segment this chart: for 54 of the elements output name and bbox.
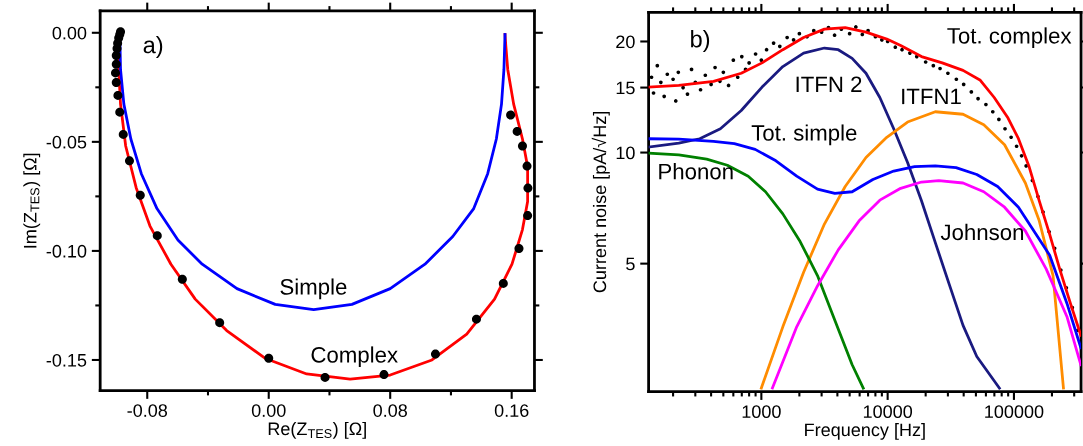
point xyxy=(523,211,533,221)
point xyxy=(498,278,508,288)
point xyxy=(512,126,522,136)
x-axis-title: Frequency [Hz] xyxy=(805,423,925,440)
y-tick-label: -0.05 xyxy=(46,135,87,149)
series-label: ITFN1 xyxy=(902,88,961,105)
point xyxy=(522,161,532,171)
x-tick-label: 100000 xyxy=(985,405,1044,419)
series-label: Tot. complex xyxy=(947,27,1072,49)
y-tick-label: 0.00 xyxy=(52,26,87,40)
y-tick-label: -0.10 xyxy=(46,244,87,258)
point xyxy=(506,110,516,120)
x-tick-label: 0.16 xyxy=(494,404,529,417)
point xyxy=(320,372,330,382)
point xyxy=(379,370,389,380)
point xyxy=(215,318,225,328)
series-label: ITFN 2 xyxy=(796,76,862,92)
y-axis-title: Current noise [pA/√Hz] xyxy=(591,111,610,293)
point xyxy=(135,190,145,200)
point xyxy=(152,231,162,241)
series-label: Phonon xyxy=(659,163,733,180)
text: b) xyxy=(691,30,710,53)
y-tick-label: 5 xyxy=(626,257,635,271)
point xyxy=(124,156,134,166)
point xyxy=(111,78,121,88)
point xyxy=(111,59,121,69)
series-label: Tot. simple xyxy=(751,124,857,146)
point xyxy=(517,141,527,151)
point xyxy=(264,353,274,363)
series-label: Complex xyxy=(311,346,398,368)
x-tick-label: 1000 xyxy=(742,405,781,419)
x-tick-label: 0.00 xyxy=(251,404,286,417)
x-axis-title: Re(Z$_{TES}$) [Ω] xyxy=(268,421,366,439)
point xyxy=(471,314,481,324)
y-tick-label: 10 xyxy=(616,146,635,160)
point xyxy=(118,129,128,139)
text: a) xyxy=(143,36,163,59)
point xyxy=(523,183,533,193)
point xyxy=(111,50,121,60)
point xyxy=(177,274,187,284)
series-label: Simple xyxy=(280,278,347,300)
point xyxy=(113,90,123,100)
x-tick-label: 10000 xyxy=(863,405,913,419)
y-tick-label: 15 xyxy=(616,81,635,95)
point xyxy=(514,244,524,254)
point xyxy=(430,349,440,359)
x-tick-label: 0.08 xyxy=(373,404,407,417)
y-axis-title: Im(Z$_{TES}$) [Ω] xyxy=(23,153,41,248)
point xyxy=(115,107,125,117)
x-tick-label: -0.08 xyxy=(127,404,168,417)
point xyxy=(111,68,121,78)
y-tick-label: 20 xyxy=(616,35,635,49)
series-label: Johnson xyxy=(940,223,1024,241)
y-tick-label: -0.15 xyxy=(46,353,87,367)
